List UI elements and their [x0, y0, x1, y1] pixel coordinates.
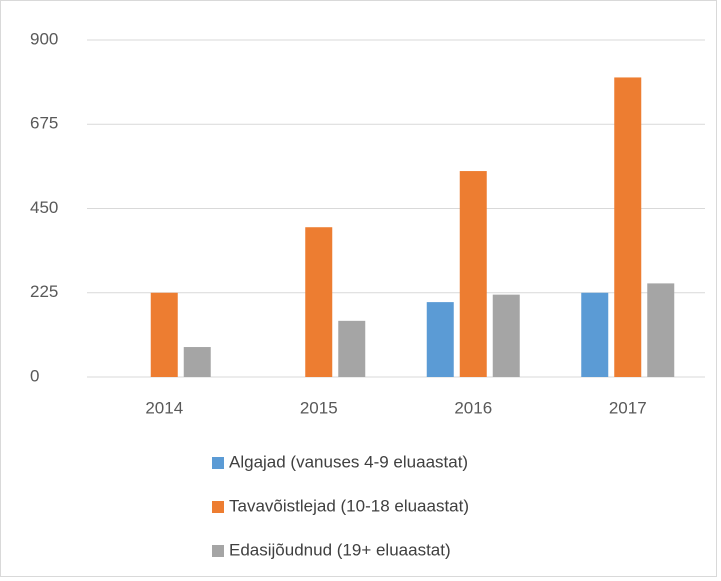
legend-swatch	[212, 545, 224, 557]
y-tick-label: 0	[30, 366, 39, 385]
bar	[647, 283, 675, 377]
bar	[492, 294, 520, 377]
x-tick-label: 2014	[145, 398, 183, 417]
bar	[183, 347, 211, 377]
y-tick-label: 450	[30, 198, 58, 217]
y-tick-label: 225	[30, 282, 58, 301]
legend: Algajad (vanuses 4-9 eluaastat) Tavavõist…	[212, 452, 469, 559]
bar	[426, 302, 454, 377]
legend-swatch	[212, 457, 224, 469]
y-tick-label: 675	[30, 114, 58, 133]
y-tick-label: 900	[30, 29, 58, 48]
bar	[581, 292, 609, 377]
legend-label: Edasijõudnud (19+ eluaastat)	[229, 540, 451, 559]
x-tick-label: 2017	[609, 398, 647, 417]
x-tick-label: 2015	[300, 398, 338, 417]
bar	[338, 320, 366, 377]
bar	[614, 77, 642, 377]
bar	[305, 227, 333, 377]
legend-label: Algajad (vanuses 4-9 eluaastat)	[229, 452, 468, 471]
bar	[150, 292, 178, 377]
legend-label: Tavavõistlejad (10-18 eluaastat)	[229, 496, 469, 515]
legend-swatch	[212, 501, 224, 513]
bar	[459, 171, 487, 377]
x-tick-label: 2016	[454, 398, 492, 417]
